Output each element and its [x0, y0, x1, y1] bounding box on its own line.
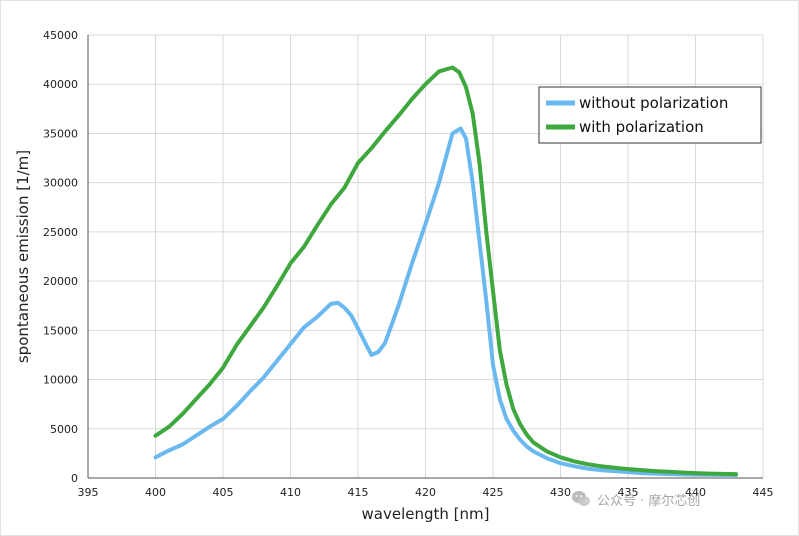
x-tick-label: 410 [280, 486, 301, 499]
y-tick-label: 15000 [43, 324, 78, 337]
watermark-text: 公众号 · 摩尔芯创 [597, 493, 701, 509]
x-tick-label: 440 [685, 486, 706, 499]
legend-label-with-polarization: with polarization [579, 118, 704, 136]
y-tick-labels: 0 5000 10000 15000 20000 25000 30000 35000 40000… [43, 29, 78, 485]
wechat-icon [572, 491, 590, 506]
x-tick-label: 435 [618, 486, 639, 499]
x-tick-label: 400 [145, 486, 166, 499]
axes [87, 35, 763, 479]
x-tick-label: 425 [483, 486, 504, 499]
legend-label-without-polarization: without polarization [579, 94, 728, 112]
x-tick-label: 445 [753, 486, 774, 499]
y-tick-label: 5000 [50, 423, 78, 436]
x-tick-label: 430 [550, 486, 571, 499]
y-tick-label: 45000 [43, 29, 78, 42]
series-line-with-polarization [153, 65, 738, 477]
legend-box [538, 86, 762, 144]
y-tick-label: 40000 [43, 78, 78, 91]
y-tick-label: 0 [71, 472, 78, 485]
series-lines [153, 65, 738, 477]
x-tick-label: 415 [348, 486, 369, 499]
series-line-without-polarization [153, 126, 738, 477]
x-tick-label: 395 [78, 486, 99, 499]
y-tick-label: 35000 [43, 127, 78, 140]
y-axis-title: spontaneous emission [1/m] [14, 150, 32, 363]
x-axis-title: wavelength [nm] [362, 505, 490, 523]
x-tick-label: 420 [415, 486, 436, 499]
x-tick-label: 405 [213, 486, 234, 499]
y-tick-label: 30000 [43, 177, 78, 190]
y-tick-label: 25000 [43, 226, 78, 239]
legend: without polarization with polarization [538, 86, 762, 144]
x-tick-labels: 395 400 405 410 415 420 425 430 435 440 445 [78, 486, 774, 499]
y-tick-label: 20000 [43, 275, 78, 288]
watermark: 公众号 · 摩尔芯创 [571, 486, 700, 512]
y-tick-label: 10000 [43, 374, 78, 387]
